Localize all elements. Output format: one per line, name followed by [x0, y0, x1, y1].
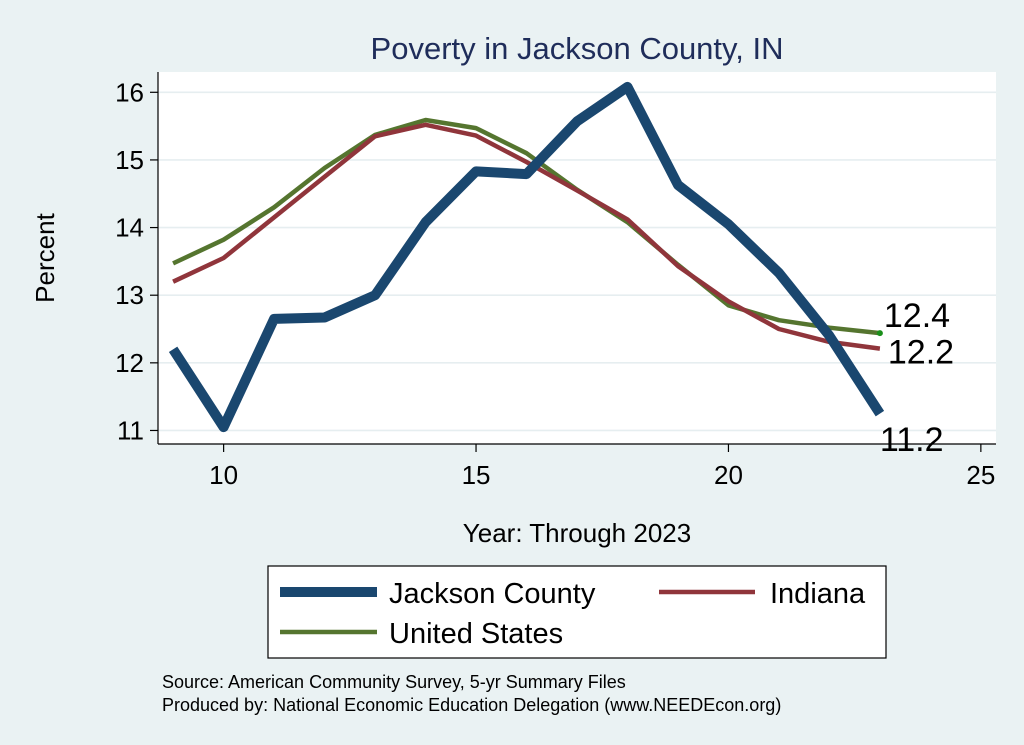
y-tick-label: 14: [115, 213, 144, 243]
source-note: Source: American Community Survey, 5-yr …: [162, 672, 626, 692]
x-axis-title: Year: Through 2023: [463, 518, 691, 548]
x-tick-label: 20: [714, 460, 743, 490]
legend-box: [267, 565, 887, 659]
legend-label-united-states: United States: [389, 618, 563, 650]
legend-label-indiana: Indiana: [770, 578, 866, 610]
y-axis-title: Percent: [30, 212, 60, 302]
series-line-indiana: [172, 122, 881, 351]
y-tick-label: 12: [115, 348, 144, 378]
y-tick-label: 13: [115, 280, 144, 310]
end-label-indiana: 12.2: [888, 333, 954, 371]
y-axis-ticks: 11 12 13 14 15 16: [115, 77, 158, 445]
end-label-united-states: 12.4: [884, 297, 950, 335]
series-line-united-states: [172, 117, 881, 336]
end-label-jackson-county: 11.2: [880, 421, 944, 459]
chart-title: Poverty in Jackson County, IN: [371, 31, 784, 66]
y-tick-label: 16: [115, 77, 144, 107]
producer-note: Produced by: National Economic Education…: [162, 695, 781, 715]
end-marker-united-states: [876, 330, 883, 337]
x-tick-label: 10: [209, 460, 238, 490]
series-line-jackson-county: [168, 81, 885, 433]
y-tick-label: 11: [117, 415, 144, 445]
end-labels: 12.412.2 11.2: [880, 297, 954, 459]
series-lines: [168, 81, 885, 433]
legend: Jackson County Indiana United States: [267, 565, 887, 659]
x-axis-ticks: 10 15 20 25: [209, 444, 995, 490]
grid-lines: [158, 91, 996, 432]
x-tick-label: 25: [966, 460, 995, 490]
x-tick-label: 15: [462, 460, 491, 490]
legend-label-jackson-county: Jackson County: [389, 578, 596, 610]
y-tick-label: 15: [115, 145, 144, 175]
